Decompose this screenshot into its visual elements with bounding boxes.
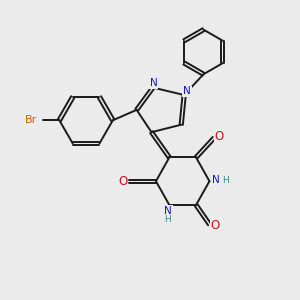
Text: Br: Br	[25, 115, 37, 125]
Text: O: O	[214, 130, 224, 143]
Text: N: N	[183, 86, 191, 96]
Text: N: N	[150, 78, 158, 88]
Text: O: O	[211, 219, 220, 232]
Text: N: N	[164, 206, 172, 216]
Text: O: O	[118, 175, 127, 188]
Text: H: H	[222, 176, 229, 185]
Text: H: H	[164, 215, 171, 224]
Text: N: N	[212, 175, 220, 185]
